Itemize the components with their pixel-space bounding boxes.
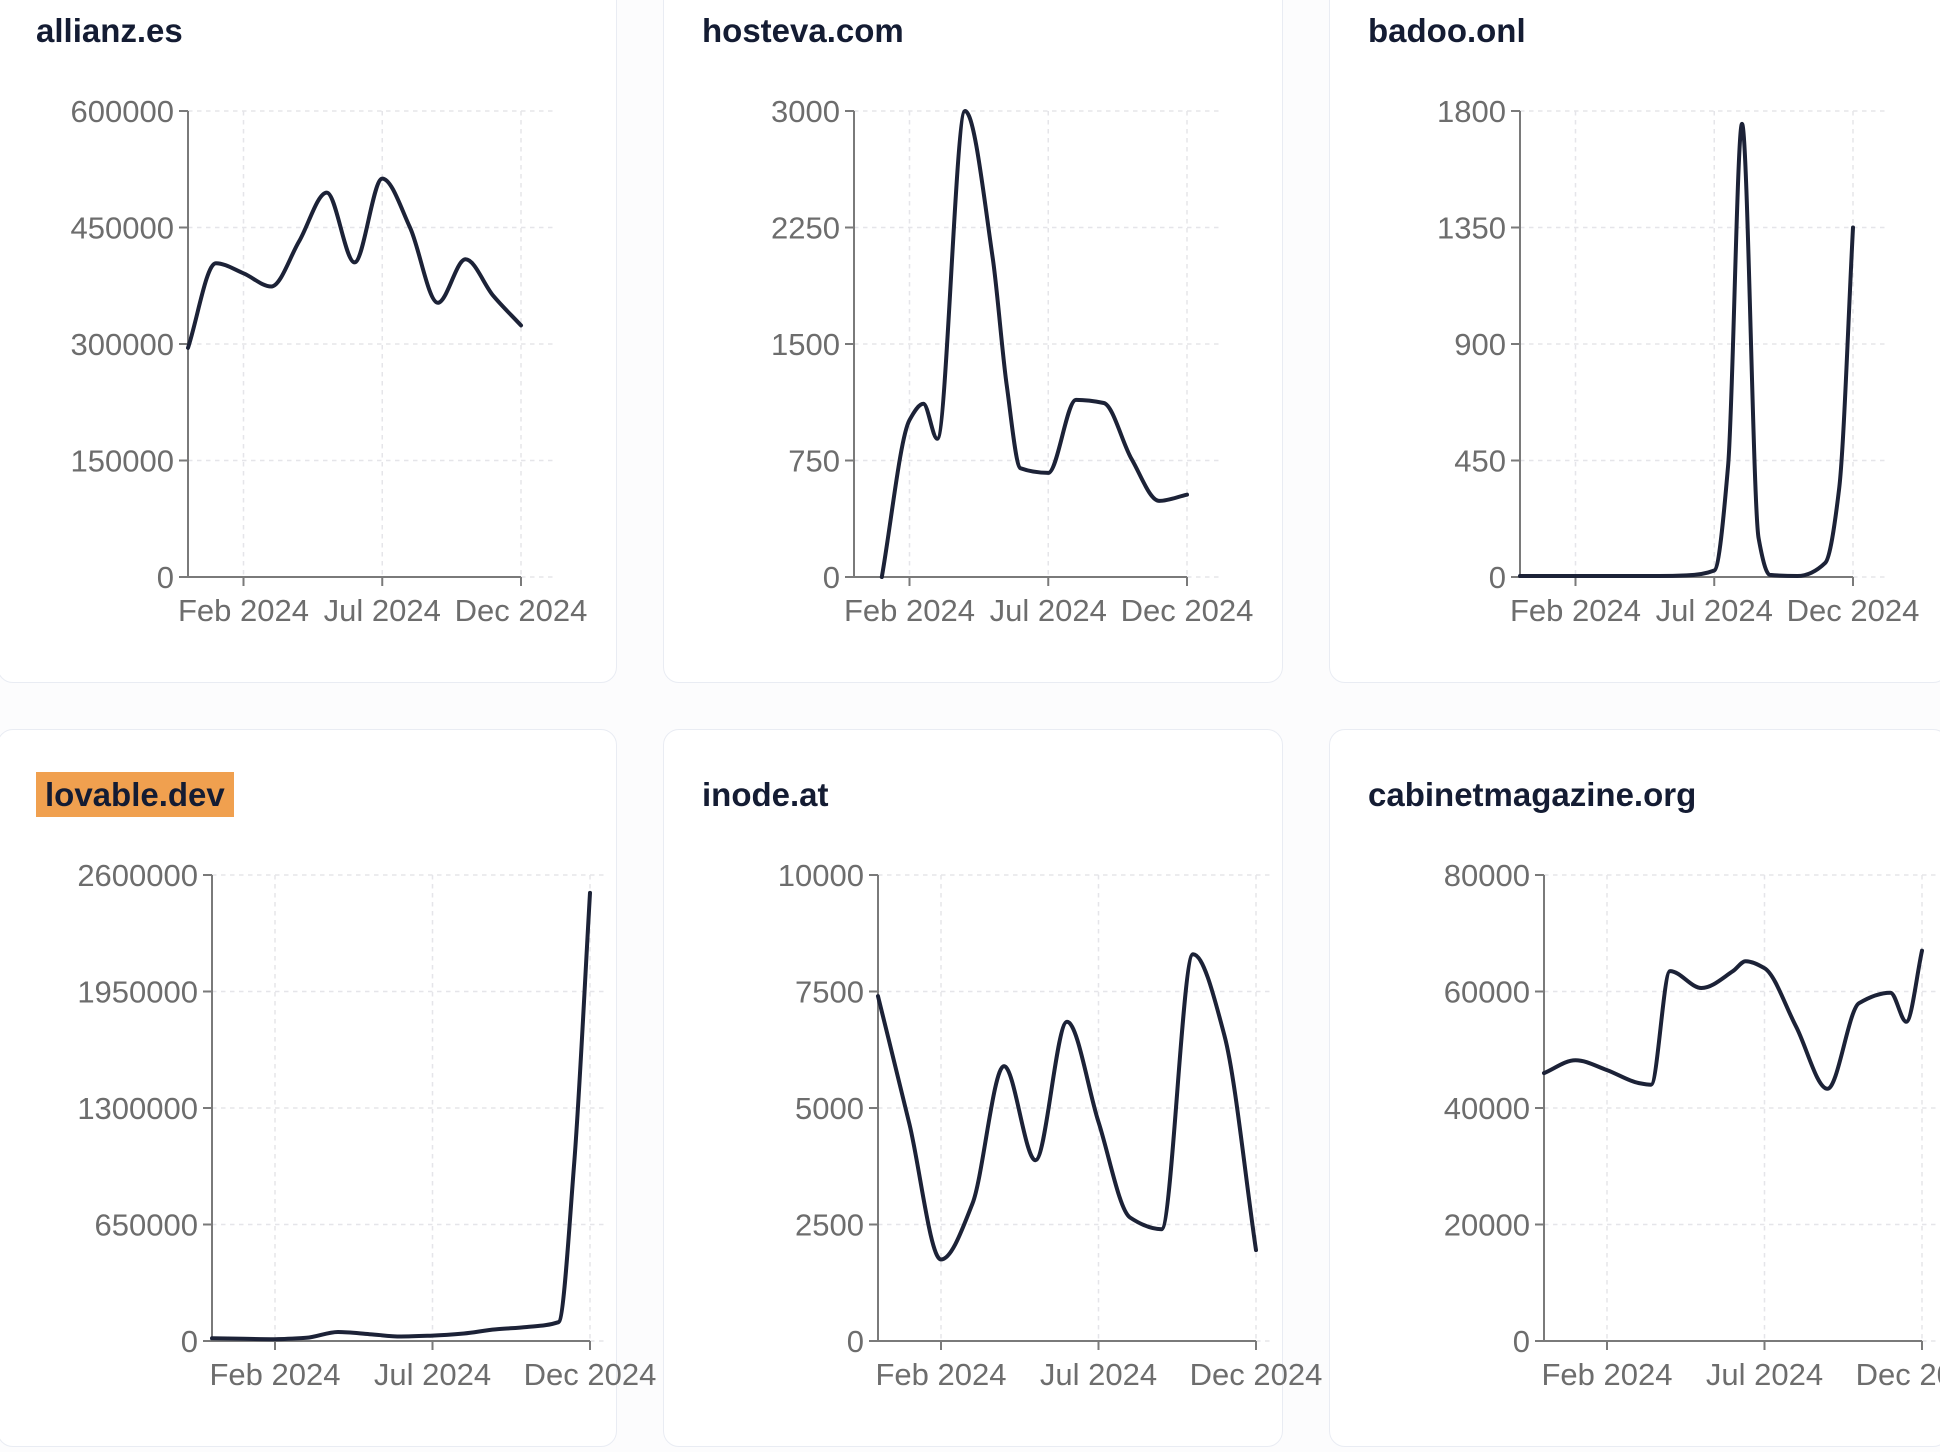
x-tick-label: Dec 2024: [1856, 1357, 1940, 1392]
data-line: [876, 952, 1258, 1262]
y-tick-label: 0: [847, 1324, 864, 1359]
x-tick-label: Dec 2024: [1121, 593, 1254, 628]
domain-label: hosteva.com: [702, 12, 904, 49]
chart-title: inode.at: [702, 776, 829, 814]
y-tick-label: 600000: [71, 94, 174, 129]
y-tick-label: 0: [823, 560, 840, 595]
x-axis: Feb 2024 Jul 2024 Dec 2024: [1510, 576, 1920, 628]
x-axis: Feb 2024 Jul 2024 Dec 2024: [210, 1340, 657, 1392]
x-tick-label: Jul 2024: [1706, 1357, 1823, 1392]
y-tick-label: 1950000: [77, 975, 198, 1010]
chart-card-cabinetmagazine-org[interactable]: cabinetmagazine.org 0 20000 40000 60000 8000…: [1329, 729, 1940, 1447]
data-line: [1542, 948, 1924, 1091]
line-chart-badoo-onl: 0 450 900 1350 1800 Feb 2024 Jul 2024 Dec 2024: [1437, 94, 1920, 628]
chart-card-hosteva-com[interactable]: hosteva.com 0 750 1500 2250 3000 Feb 2024 Jul …: [663, 0, 1283, 683]
y-tick-label: 1500: [771, 327, 840, 362]
x-tick-label: Feb 2024: [876, 1357, 1007, 1392]
y-tick-label: 60000: [1444, 975, 1530, 1010]
y-axis: 0 20000 40000 60000 80000: [1444, 858, 1545, 1359]
domain-label: allianz.es: [36, 12, 183, 49]
y-tick-label: 900: [1454, 327, 1506, 362]
x-tick-label: Jul 2024: [374, 1357, 491, 1392]
y-tick-label: 7500: [795, 975, 864, 1010]
x-tick-label: Feb 2024: [1510, 593, 1641, 628]
x-tick-label: Dec 2024: [524, 1357, 657, 1392]
chart-title: allianz.es: [36, 12, 183, 50]
y-tick-label: 1350: [1437, 211, 1506, 246]
data-line: [1518, 121, 1855, 578]
y-tick-label: 2500: [795, 1208, 864, 1243]
chart-title: lovable.dev: [36, 772, 234, 817]
y-tick-label: 750: [788, 444, 840, 479]
gridlines: [212, 874, 605, 1342]
y-tick-label: 2250: [771, 211, 840, 246]
chart-title: hosteva.com: [702, 12, 904, 50]
y-tick-label: 2600000: [77, 858, 198, 893]
domain-label: badoo.onl: [1368, 12, 1526, 49]
chart-card-inode-at[interactable]: inode.at 0 2500 5000 7500 10000 Feb 2024 Jul 2…: [663, 729, 1322, 1447]
y-tick-label: 0: [181, 1324, 198, 1359]
x-tick-label: Feb 2024: [844, 593, 975, 628]
y-tick-label: 150000: [71, 444, 174, 479]
x-tick-label: Jul 2024: [1656, 593, 1773, 628]
y-tick-label: 0: [1489, 560, 1506, 595]
x-tick-label: Feb 2024: [178, 593, 309, 628]
data-line: [210, 890, 592, 1342]
x-tick-label: Jul 2024: [990, 593, 1107, 628]
y-axis: 0 2500 5000 7500 10000: [778, 858, 879, 1359]
y-tick-label: 0: [1513, 1324, 1530, 1359]
gridlines: [188, 110, 555, 578]
chart-card-allianz-es[interactable]: allianz.es 0 150000 300000 450000 600000 Feb …: [0, 0, 617, 683]
gridlines: [1544, 874, 1937, 1342]
gridlines: [878, 874, 1271, 1342]
line-chart-cabinetmagazine-org: 0 20000 40000 60000 80000 Feb 2024 Jul 2024 Dec…: [1444, 858, 1940, 1392]
chart-title: badoo.onl: [1368, 12, 1526, 50]
y-tick-label: 450: [1454, 444, 1506, 479]
y-axis: 0 650000 1300000 1950000 2600000: [77, 858, 213, 1359]
chart-card-lovable-dev[interactable]: lovable.dev 0 650000 1300000 1950000 2600000…: [0, 729, 656, 1447]
y-tick-label: 0: [157, 560, 174, 595]
x-axis: Feb 2024 Jul 2024 Dec 2024: [844, 576, 1254, 628]
x-tick-label: Dec 2024: [1190, 1357, 1323, 1392]
x-tick-label: Feb 2024: [1542, 1357, 1673, 1392]
y-tick-label: 20000: [1444, 1208, 1530, 1243]
y-tick-label: 10000: [778, 858, 864, 893]
line-chart-lovable-dev: 0 650000 1300000 1950000 2600000 Feb 2024 Jul …: [77, 858, 656, 1392]
line-chart-allianz-es: 0 150000 300000 450000 600000 Feb 2024 Jul 202…: [71, 94, 588, 628]
data-line: [879, 109, 1189, 579]
x-tick-label: Dec 2024: [455, 593, 588, 628]
y-tick-label: 5000: [795, 1091, 864, 1126]
x-tick-label: Feb 2024: [210, 1357, 341, 1392]
y-axis: 0 750 1500 2250 3000: [771, 94, 855, 595]
domain-label-highlighted: lovable.dev: [36, 772, 234, 817]
x-tick-label: Dec 2024: [1787, 593, 1920, 628]
gridlines: [854, 110, 1221, 578]
y-tick-label: 3000: [771, 94, 840, 129]
y-axis: 0 150000 300000 450000 600000: [71, 94, 189, 595]
chart-card-badoo-onl[interactable]: badoo.onl 0 450 900 1350 1800 Feb 2024 Jul 202…: [1329, 0, 1940, 683]
y-axis: 0 450 900 1350 1800: [1437, 94, 1521, 595]
line-chart-inode-at: 0 2500 5000 7500 10000 Feb 2024 Jul 2024 Dec 20…: [778, 858, 1323, 1392]
domain-label: inode.at: [702, 776, 829, 813]
y-tick-label: 450000: [71, 211, 174, 246]
x-tick-label: Jul 2024: [324, 593, 441, 628]
data-line: [186, 176, 523, 350]
gridlines: [1520, 110, 1887, 578]
y-tick-label: 1300000: [77, 1091, 198, 1126]
x-axis: Feb 2024 Jul 2024 Dec 2024: [1542, 1340, 1940, 1392]
line-chart-hosteva-com: 0 750 1500 2250 3000 Feb 2024 Jul 2024 Dec 2024: [771, 94, 1254, 628]
y-tick-label: 80000: [1444, 858, 1530, 893]
y-tick-label: 40000: [1444, 1091, 1530, 1126]
x-axis: Feb 2024 Jul 2024 Dec 2024: [876, 1340, 1323, 1392]
y-tick-label: 1800: [1437, 94, 1506, 129]
x-axis: Feb 2024 Jul 2024 Dec 2024: [178, 576, 588, 628]
domain-label: cabinetmagazine.org: [1368, 776, 1697, 813]
x-tick-label: Jul 2024: [1040, 1357, 1157, 1392]
y-tick-label: 650000: [95, 1208, 198, 1243]
chart-title: cabinetmagazine.org: [1368, 776, 1696, 814]
y-tick-label: 300000: [71, 327, 174, 362]
